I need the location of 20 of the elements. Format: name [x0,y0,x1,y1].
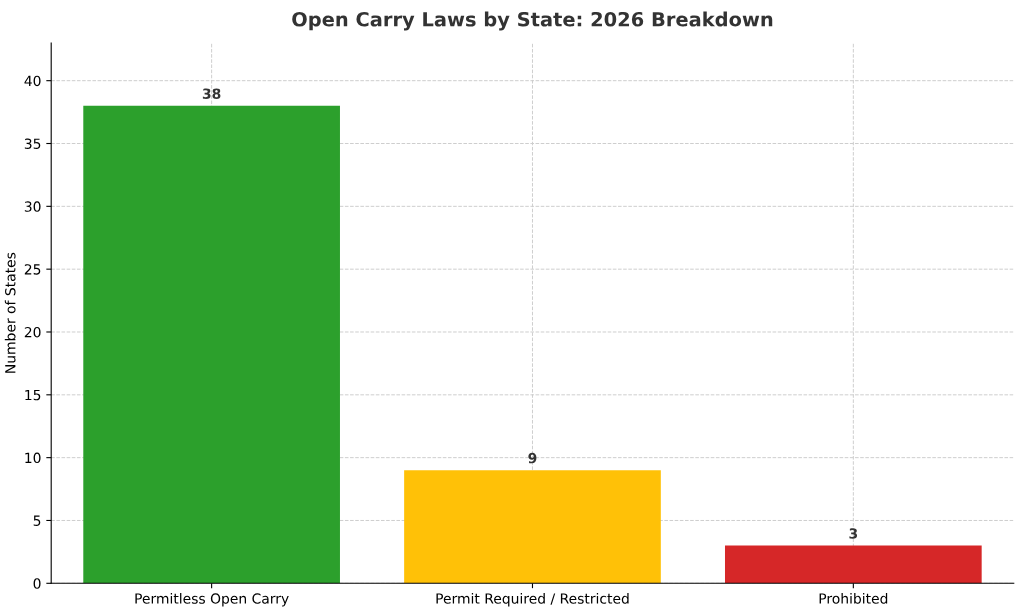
y-tick-label: 40 [24,75,41,87]
x-tick-label: Permit Required / Restricted [436,593,629,607]
y-tick-label: 30 [24,201,41,212]
y-tick-label: 10 [25,452,41,464]
data-label: 3 [849,528,858,539]
data-label: 38 [202,88,221,99]
chart-title: Open Carry Laws by State: 2026 Breakdown [292,11,773,31]
y-tick-label: 20 [24,326,41,338]
data-label: 9 [528,452,537,464]
y-axis-title: Number of States [4,252,16,373]
y-tick-label: 5 [33,515,41,526]
y-tick-label: 15 [25,389,41,401]
y-tick-label: 25 [24,264,41,275]
bar [724,545,982,584]
y-tick-label: 35 [24,138,41,149]
x-tick-label: Permitless Open Carry [135,593,289,607]
y-tick-label: 0 [33,578,41,589]
bar [404,470,661,584]
x-tick-label: Prohibited [819,593,888,604]
bar [83,105,340,584]
